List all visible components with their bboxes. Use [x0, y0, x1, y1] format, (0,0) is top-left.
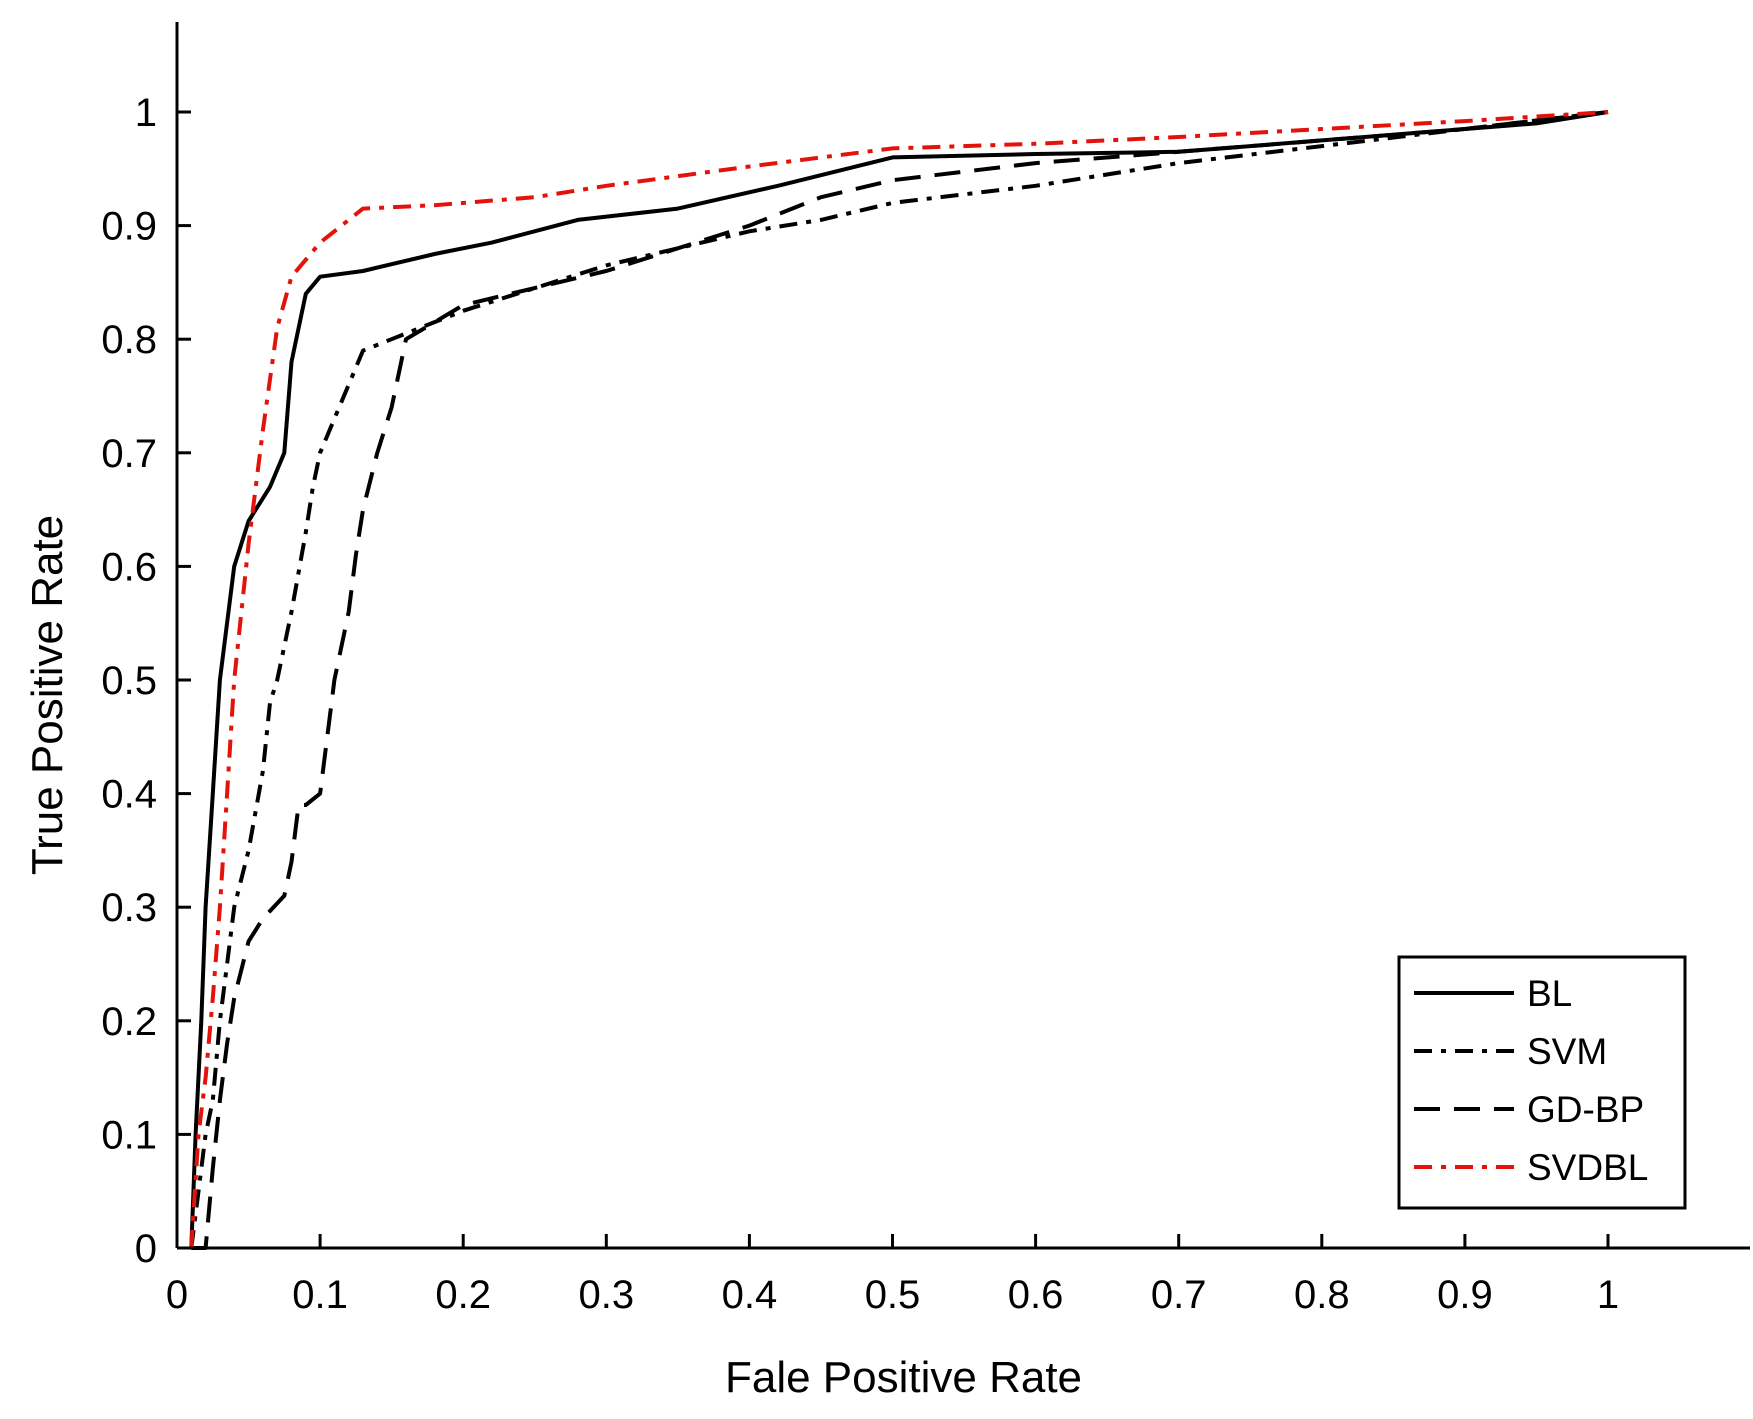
- y-tick-label: 0.4: [101, 773, 157, 817]
- legend: BL SVM GD-BP SVDBL: [1397, 955, 1687, 1210]
- y-tick-label: 0.2: [101, 1000, 157, 1044]
- x-tick-label: 0: [166, 1273, 188, 1317]
- legend-box: [1397, 955, 1687, 1210]
- y-tick-label: 0.9: [101, 205, 157, 249]
- x-tick-label: 0.2: [435, 1273, 491, 1317]
- y-axis-label: True Positive Rate: [23, 515, 72, 875]
- x-tick-label: 0.1: [292, 1273, 348, 1317]
- y-tick-label: 0.3: [101, 886, 157, 930]
- y-tick-label: 1: [135, 91, 157, 135]
- y-tick-label: 0.1: [101, 1113, 157, 1157]
- x-axis-label: Fale Positive Rate: [725, 1353, 1082, 1402]
- legend-label: GD-BP: [1527, 1089, 1644, 1130]
- x-tick-label: 0.8: [1294, 1273, 1350, 1317]
- x-tick-label: 0.5: [865, 1273, 921, 1317]
- x-tick-label: 0.6: [1008, 1273, 1064, 1317]
- x-tick-label: 0.7: [1151, 1273, 1207, 1317]
- legend-label: SVDBL: [1527, 1147, 1648, 1188]
- legend-label: SVM: [1527, 1031, 1607, 1072]
- series-layer: [189, 110, 1609, 1250]
- x-ticks: 0 0.1 0.2 0.3 0.4 0.5 0.6 0.7 0.8 0.9 1: [166, 1234, 1619, 1317]
- x-tick-label: 0.3: [578, 1273, 634, 1317]
- y-tick-label: 0: [135, 1227, 157, 1271]
- x-tick-label: 0.9: [1437, 1273, 1493, 1317]
- y-tick-label: 0.7: [101, 432, 157, 476]
- y-ticks: 0 0.1 0.2 0.3 0.4 0.5 0.6 0.7 0.8 0.9 1: [101, 91, 191, 1271]
- series-line-gd-bp: [191, 110, 1609, 1250]
- y-tick-label: 0.6: [101, 545, 157, 589]
- legend-label: BL: [1527, 973, 1572, 1014]
- x-tick-label: 1: [1597, 1273, 1619, 1317]
- x-tick-label: 0.4: [722, 1273, 778, 1317]
- y-tick-label: 0.5: [101, 659, 157, 703]
- y-tick-label: 0.8: [101, 318, 157, 362]
